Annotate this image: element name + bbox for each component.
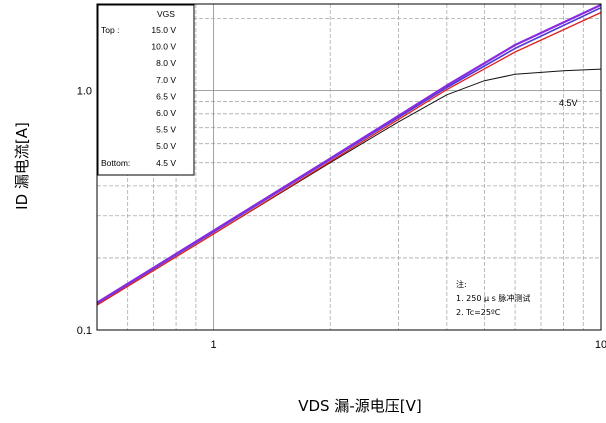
- legend-entry-value: 7.0 V: [156, 75, 176, 85]
- x-tick-label: 10: [595, 339, 606, 351]
- notes: 注: 1. 250 μ s 脉冲测试 2. Tc=25ºC: [456, 279, 530, 317]
- note-line: 2. Tc=25ºC: [456, 308, 501, 317]
- legend-entry-value: 4.5 V: [156, 158, 176, 168]
- legend-entry-prefix: Top :: [101, 25, 119, 35]
- legend-entry-value: 6.5 V: [156, 91, 176, 101]
- legend-entry-value: 5.0 V: [156, 141, 176, 151]
- series-line: [96, 11, 602, 306]
- legend-entry-value: 10.0 V: [151, 42, 176, 52]
- curve-label-4-5v: 4.5V: [559, 98, 578, 108]
- legend-entry-value: 15.0 V: [151, 25, 176, 35]
- x-tick-label: 1: [211, 339, 217, 351]
- tick-labels: 1 10 0.1 1.0: [77, 86, 606, 351]
- x-axis-title: VDS 漏-源电压[V]: [298, 397, 421, 415]
- y-tick-label: 1.0: [77, 86, 92, 98]
- legend-title: VGS: [157, 9, 175, 19]
- note-line: 注:: [456, 279, 467, 289]
- legend: VGS Top : 15.0 V 10.0 V 8.0 V 7.0 V 6.5 V 6.0 …: [97, 4, 195, 176]
- legend-box: [97, 4, 195, 176]
- note-line: 1. 250 μ s 脉冲测试: [456, 293, 530, 303]
- legend-entry-value: 5.5 V: [156, 125, 176, 135]
- y-axis-title: ID 漏电流[A]: [13, 122, 31, 210]
- legend-entry-value: 8.0 V: [156, 58, 176, 68]
- y-tick-label: 0.1: [77, 325, 92, 337]
- plot-frame: [96, 3, 602, 331]
- series-layer: [96, 3, 602, 306]
- legend-entry-prefix: Bottom:: [101, 158, 130, 168]
- legend-entries: Top : 15.0 V 10.0 V 8.0 V 7.0 V 6.5 V 6.0 V 5.5…: [101, 25, 176, 168]
- series-line: [96, 3, 602, 304]
- legend-entry-value: 6.0 V: [156, 108, 176, 118]
